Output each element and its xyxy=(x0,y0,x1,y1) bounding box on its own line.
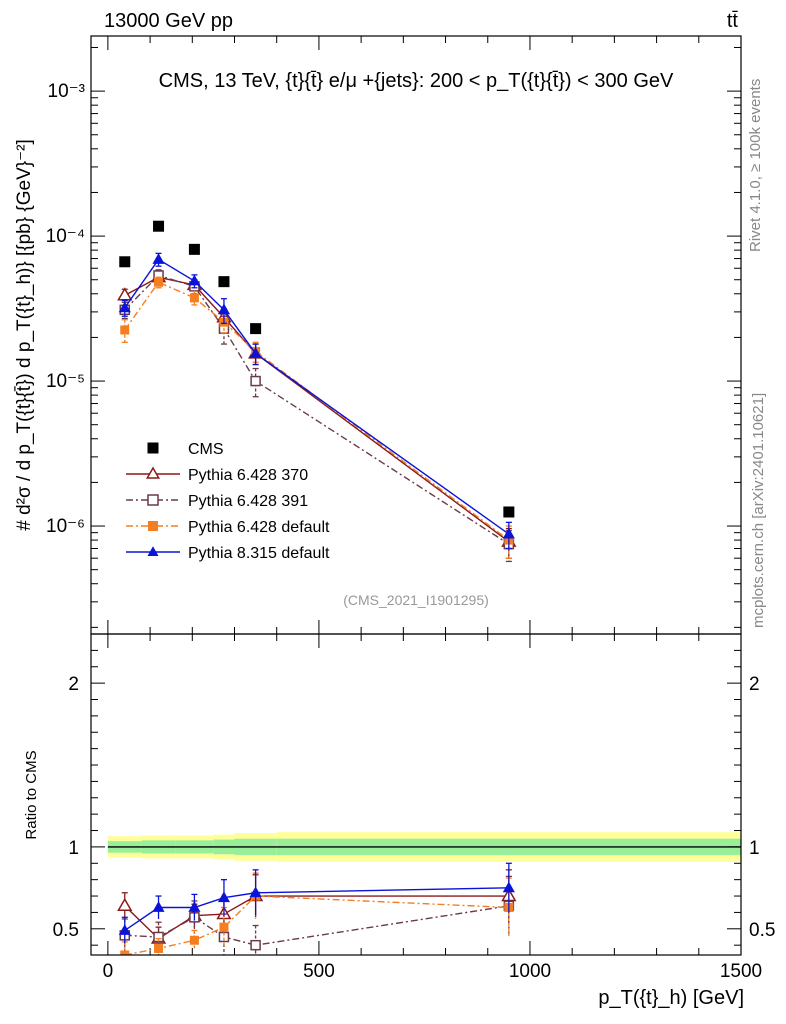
x-tick-label: 1000 xyxy=(509,961,551,982)
main-title: CMS, 13 TeV, {t}{t̄} e/μ +{jets}: 200 < … xyxy=(159,70,674,92)
legend-marker-p8def xyxy=(147,546,159,556)
data-point-p6def xyxy=(189,293,199,303)
ratio-series-p6def xyxy=(120,872,514,955)
series-line-p391 xyxy=(124,274,510,545)
ratio-series-p391 xyxy=(119,875,515,955)
ratio-ytick-label-right: 0.5 xyxy=(749,920,775,941)
data-point-p391 xyxy=(250,375,261,387)
ratio-point-p391 xyxy=(250,939,261,951)
data-point-p6def xyxy=(154,277,164,287)
ratio-point-p391 xyxy=(218,931,230,943)
main-panel: CMS, 13 TeV, {t}{t̄} e/μ +{jets}: 200 < … xyxy=(14,36,742,634)
ratio-uncertainty-band xyxy=(107,832,741,862)
main-ytick-label: 10⁻⁶ xyxy=(46,516,85,537)
x-tick-label: 1500 xyxy=(720,961,762,982)
legend-label-p6def: Pythia 6.428 default xyxy=(188,519,330,536)
ratio-point-p6def xyxy=(219,922,229,932)
x-axis-label: p_T({t}_h) [GeV] xyxy=(598,987,744,1009)
series-line-p8def xyxy=(124,258,510,535)
ratio-ylabel: Ratio to CMS xyxy=(23,750,40,839)
header-process-label: tt̄ xyxy=(727,10,739,32)
data-point-cms xyxy=(250,323,262,335)
legend-marker-cms xyxy=(147,442,159,454)
ratio-point-p8def xyxy=(249,886,262,898)
ratio-point-p8def xyxy=(188,901,201,912)
series-p6def xyxy=(120,276,514,559)
ratio-frame xyxy=(90,633,742,956)
data-point-p8def xyxy=(188,274,201,286)
ratio-point-p370 xyxy=(117,897,133,912)
legend-marker-p391 xyxy=(147,494,159,506)
ratio-series-p8def xyxy=(118,862,515,944)
ratio-series-p370 xyxy=(117,869,517,951)
legend-label-p370: Pythia 6.428 370 xyxy=(188,467,308,484)
ratio-line-p6def xyxy=(124,895,509,955)
ratio-panel: Ratio to CMS p_T({t}_h) [GeV] 0.5 0.5 1 1 2 2… xyxy=(23,634,775,1009)
ratio-point-p8def xyxy=(152,901,165,912)
data-point-cms xyxy=(188,243,200,255)
ratio-point-p6def xyxy=(189,935,199,945)
series-p391 xyxy=(119,269,515,563)
data-point-p8def xyxy=(217,303,231,315)
ratio-line-p370 xyxy=(124,895,509,940)
data-point-cms xyxy=(218,276,230,288)
data-point-p8def xyxy=(502,527,515,539)
series-line-p370 xyxy=(124,276,510,543)
legend: CMS Pythia 6.428 370 Pythia 6.428 391 Pythi… xyxy=(126,441,330,562)
data-point-p6def xyxy=(120,325,130,335)
rivet-version-label: Rivet 4.1.0, ≥ 100k events xyxy=(747,79,764,252)
legend-label-cms: CMS xyxy=(188,441,224,458)
main-ytick-label: 10⁻³ xyxy=(48,81,86,102)
main-ytick-label: 10⁻⁵ xyxy=(46,371,85,392)
series-cms xyxy=(119,220,515,518)
ratio-point-p8def xyxy=(217,891,231,903)
mcplots-label: mcplots.cern.ch [arXiv:2401.10621] xyxy=(750,393,767,628)
series-line-p6def xyxy=(124,281,510,541)
header-collision-label: 13000 GeV pp xyxy=(104,10,233,32)
main-ytick-label: 10⁻⁴ xyxy=(46,226,85,247)
x-tick-label: 500 xyxy=(303,961,335,982)
series-p8def xyxy=(118,252,515,550)
series-p370 xyxy=(117,269,517,559)
data-point-p370 xyxy=(117,287,133,301)
data-point-cms xyxy=(153,220,165,232)
x-tick-label: 0 xyxy=(103,961,114,982)
data-point-p8def xyxy=(118,301,131,313)
legend-marker-p6def xyxy=(148,521,158,531)
ratio-point-p8def xyxy=(118,924,131,935)
data-point-cms xyxy=(119,256,131,268)
ratio-ytick-label-right: 2 xyxy=(749,674,760,695)
main-ylabel: # d²σ / d p_T({t}{t̄}) d p_T({t}_h)} [{p… xyxy=(14,139,35,530)
data-point-p8def xyxy=(249,347,262,358)
legend-label-p391: Pythia 6.428 391 xyxy=(188,493,308,510)
legend-label-p8def: Pythia 8.315 default xyxy=(188,545,330,562)
ratio-point-p6def xyxy=(154,943,164,953)
data-point-cms xyxy=(503,506,515,518)
ratio-point-p6def xyxy=(120,950,130,955)
ratio-point-p8def xyxy=(502,881,515,893)
ratio-ytick-label: 0.5 xyxy=(53,920,79,941)
ratio-ytick-label: 2 xyxy=(68,674,79,695)
legend-marker-p370 xyxy=(145,466,161,479)
data-point-p8def xyxy=(152,253,165,264)
ratio-ytick-label-right: 1 xyxy=(749,838,760,859)
ratio-line-p391 xyxy=(124,905,509,946)
analysis-tag: (CMS_2021_I1901295) xyxy=(343,592,489,608)
ratio-ytick-label: 1 xyxy=(68,838,79,859)
